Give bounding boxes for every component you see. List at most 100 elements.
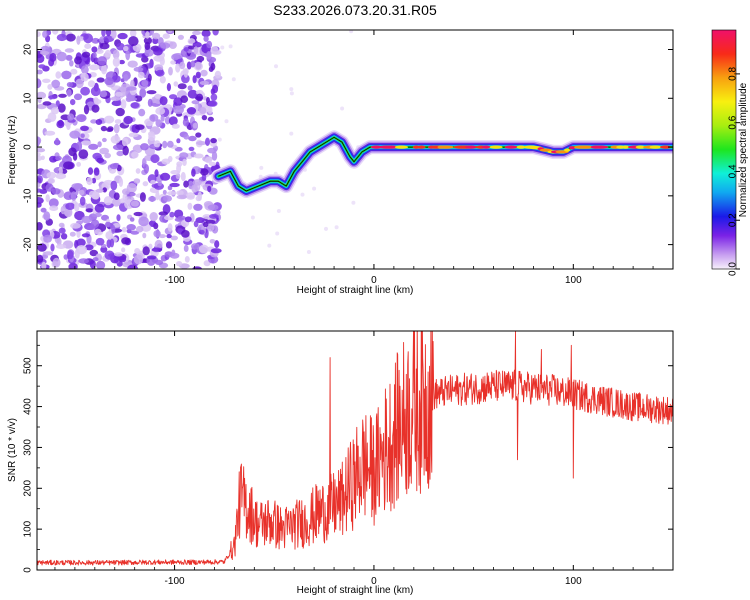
- spectrogram-noise-blob: [154, 169, 159, 178]
- spectrogram-noise-blob: [180, 171, 186, 182]
- colorbar-tick-label: 0.0: [728, 262, 739, 276]
- spectrogram-noise-blob: [109, 163, 119, 170]
- colorbar-tick-label: 0.8: [728, 67, 739, 81]
- spectrogram-noise-blob: [127, 264, 138, 269]
- spectrogram-noise-blob: [65, 54, 73, 61]
- spectrogram-ridge-hotspot: [438, 145, 454, 149]
- spectrogram-noise-blob: [125, 96, 133, 103]
- spectrogram-noise-blob: [64, 48, 75, 53]
- spectrogram-y-tick-label: 10: [23, 92, 34, 104]
- spectrogram-noise-blob: [150, 154, 160, 164]
- spectrogram-noise-blob: [182, 158, 187, 166]
- spectrogram-noise-blob: [94, 228, 102, 235]
- spectrogram-noise-blob: [129, 30, 137, 38]
- spectrogram-noise-blob: [142, 181, 149, 187]
- spectrogram-noise-blob: [78, 258, 89, 264]
- spectrogram-noise-blob: [91, 177, 97, 184]
- spectrogram-noise-blob: [87, 167, 94, 175]
- spectrogram-noise-blob: [52, 30, 59, 35]
- spectrogram-noise-blob: [89, 249, 99, 257]
- spectrogram-noise-blob: [110, 96, 121, 102]
- spectrogram-noise-blob: [205, 219, 216, 224]
- spectrogram-ridge-hotspot: [516, 145, 526, 149]
- spectrogram-noise-blob: [70, 68, 78, 75]
- spectrogram-noise-blob: [37, 182, 41, 188]
- spectrogram-noise-blob: [118, 177, 124, 187]
- spectrogram-noise-blob: [101, 30, 106, 37]
- spectrogram-noise-blob: [208, 66, 214, 72]
- spectrogram-noise-blob: [104, 152, 111, 159]
- spectrogram-y-tick-label: 20: [23, 44, 34, 56]
- spectrogram-noise-blob: [43, 234, 52, 243]
- spectrogram-noise-blob: [207, 100, 218, 107]
- spectrogram-noise-blob: [171, 249, 176, 257]
- spectrogram-noise-blob: [68, 262, 78, 269]
- spectrogram-noise-blob: [210, 93, 218, 101]
- spectrogram-noise-blob: [167, 185, 173, 191]
- colorbar-gradient: [711, 29, 737, 270]
- spectrogram-noise-blob: [192, 75, 197, 84]
- spectrogram-noise-blob: [130, 200, 139, 207]
- spectrogram-noise-blob: [48, 95, 58, 100]
- spectrogram-noise-blob: [37, 148, 46, 153]
- spectrogram-noise-blob: [214, 70, 222, 79]
- spectrogram-noise-blob: [148, 243, 153, 250]
- spectrogram-noise-blob: [135, 168, 141, 174]
- spectrogram-noise-blob: [154, 259, 164, 265]
- spectrogram-noise-blob: [83, 33, 93, 44]
- spectrogram-noise-blob: [128, 36, 139, 47]
- spectrogram-noise-blob: [80, 72, 89, 82]
- snr-x-tick-label: 0: [371, 576, 377, 587]
- spectrogram-noise-blob: [148, 196, 157, 202]
- spectrogram-noise-blob: [122, 145, 129, 156]
- spectrogram-noise-blob: [89, 259, 96, 269]
- spectrogram-noise-blob: [142, 246, 150, 256]
- spectrogram-noise-blob: [74, 56, 82, 65]
- spectrogram-stray-blob: [259, 165, 264, 170]
- spectrogram-noise-blob: [200, 69, 208, 77]
- spectrogram-noise-blob: [191, 184, 198, 193]
- spectrogram-noise-blob: [203, 221, 209, 228]
- spectrogram-noise-blob: [188, 146, 195, 152]
- spectrogram-noise-blob: [110, 135, 121, 144]
- spectrogram-noise-blob: [60, 233, 68, 240]
- spectrogram-noise-blob: [56, 51, 67, 62]
- spectrogram-noise-blob: [127, 60, 138, 68]
- spectrogram-noise-blob: [112, 49, 120, 60]
- spectrogram-noise-blob: [37, 78, 42, 89]
- spectrogram-noise-blob: [111, 197, 121, 207]
- spectrogram-noise-blob: [87, 80, 96, 88]
- spectrogram-noise-blob: [104, 49, 112, 58]
- spectrogram-noise-blob: [118, 256, 127, 263]
- spectrogram-noise-blob: [196, 93, 204, 102]
- spectrogram-noise-blob: [83, 104, 90, 115]
- colorbar-tick-label: 0.6: [728, 115, 739, 129]
- spectrogram-noise-blob: [167, 191, 177, 196]
- spectrogram-noise-blob: [193, 46, 199, 55]
- spectrogram-ridge-hotspot: [539, 148, 553, 152]
- spectrogram-noise-blob: [121, 226, 127, 233]
- spectrogram-noise-blob: [160, 172, 171, 181]
- spectrogram-noise-blob: [61, 70, 72, 80]
- spectrogram-noise-blob: [123, 45, 129, 52]
- spectrogram-noise-blob: [37, 175, 43, 184]
- spectrogram-noise-blob: [210, 88, 216, 95]
- spectrogram-stray-blob: [289, 87, 294, 92]
- spectrogram-noise-blob: [169, 182, 180, 188]
- snr-y-tick-label: 200: [23, 480, 34, 497]
- spectrogram-noise-blob: [157, 180, 163, 187]
- spectrogram-noise-blob: [170, 235, 178, 241]
- spectrogram-noise-blob: [112, 144, 124, 151]
- spectrogram-noise-blob: [210, 46, 219, 55]
- spectrogram-noise-blob: [111, 224, 116, 234]
- spectrogram-noise-blob: [192, 179, 202, 186]
- spectrogram-noise-blob: [113, 123, 120, 134]
- spectrogram-noise-blob: [142, 232, 147, 239]
- spectrogram-noise-blob: [133, 254, 143, 265]
- spectrogram-noise-blob: [67, 250, 74, 260]
- spectrogram-noise-blob: [176, 190, 184, 196]
- spectrogram-noise-blob: [92, 257, 99, 262]
- spectrogram-noise-blob: [37, 222, 43, 231]
- spectrogram-noise-blob: [167, 223, 173, 232]
- spectrogram-noise-blob: [91, 104, 100, 113]
